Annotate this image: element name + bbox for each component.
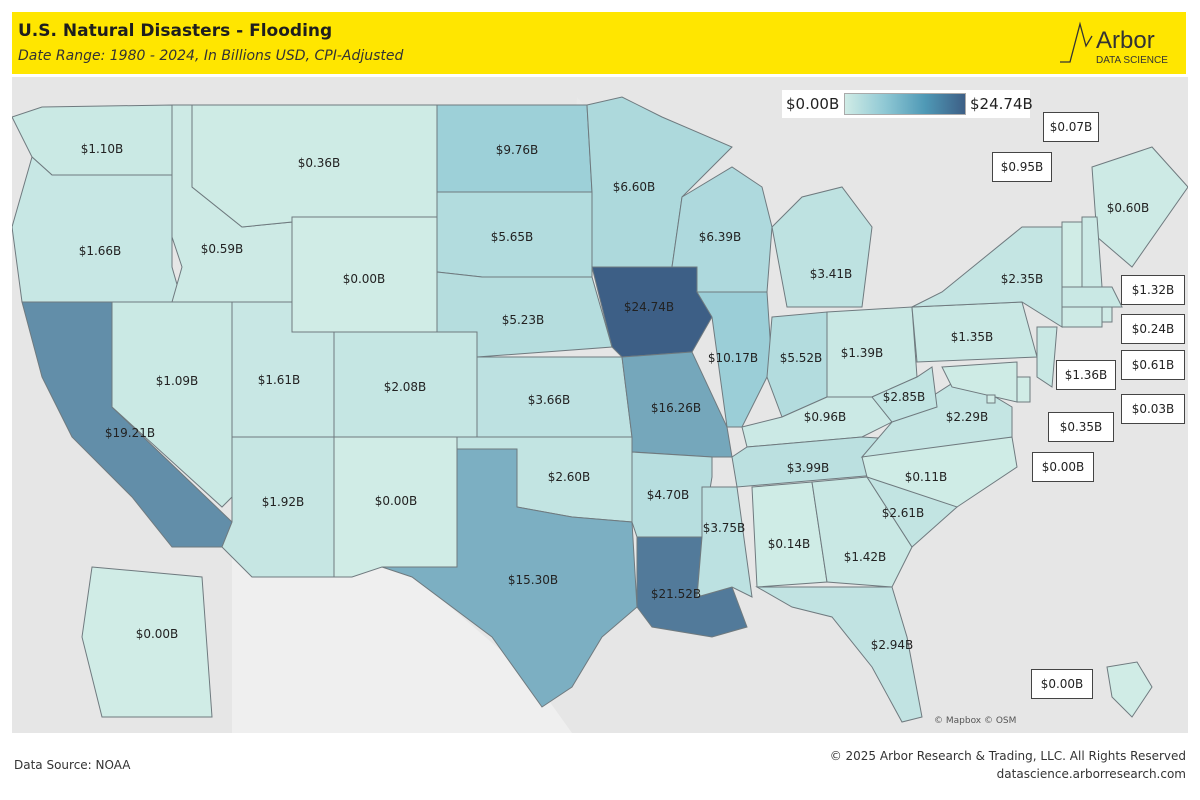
- state-label-mi: $3.41B: [809, 267, 853, 281]
- state-label-tx: $15.30B: [507, 573, 559, 587]
- callout-nj: $1.36B: [1056, 360, 1116, 390]
- state-label-la: $21.52B: [650, 587, 702, 601]
- state-label-mo: $16.26B: [650, 401, 702, 415]
- state-label-oh: $1.39B: [840, 346, 884, 360]
- state-label-il: $10.17B: [707, 351, 759, 365]
- state-label-sd: $5.65B: [490, 230, 534, 244]
- state-label-ms: $3.75B: [702, 521, 746, 535]
- state-label-va: $2.29B: [945, 410, 989, 424]
- svg-text:DATA SCIENCE: DATA SCIENCE: [1096, 55, 1168, 66]
- state-dc[interactable]: [986, 394, 996, 404]
- state-label-me: $0.60B: [1106, 201, 1150, 215]
- state-label-ne: $5.23B: [501, 313, 545, 327]
- state-label-ok: $2.60B: [547, 470, 591, 484]
- state-label-ca: $19.21B: [104, 426, 156, 440]
- callout-ct: $0.61B: [1121, 350, 1185, 380]
- callout-de: $0.03B: [1121, 394, 1185, 424]
- state-md[interactable]: [941, 361, 1018, 403]
- page-title: U.S. Natural Disasters - Flooding: [18, 21, 333, 41]
- state-label-mn: $6.60B: [612, 180, 656, 194]
- state-label-mt: $0.36B: [297, 156, 341, 170]
- state-label-wi: $6.39B: [698, 230, 742, 244]
- state-label-al: $0.14B: [767, 537, 811, 551]
- page-subtitle: Date Range: 1980 - 2024, In Billions USD…: [18, 48, 404, 64]
- state-label-wy: $0.00B: [342, 272, 386, 286]
- state-label-nv: $1.09B: [155, 374, 199, 388]
- legend-max-label: $24.74B: [970, 95, 1033, 113]
- state-label-nd: $9.76B: [495, 143, 539, 157]
- state-ma[interactable]: [1061, 286, 1123, 308]
- state-label-pa: $1.35B: [950, 330, 994, 344]
- state-label-ia: $24.74B: [623, 300, 675, 314]
- state-ct[interactable]: [1061, 306, 1103, 328]
- state-or[interactable]: [12, 156, 183, 303]
- choropleth-map[interactable]: $1.10B $1.66B $19.21B $0.59B $1.09B $0.36B $0.…: [12, 77, 1188, 733]
- state-label-ak: $0.00B: [135, 627, 179, 641]
- callout-vt: $0.07B: [1043, 112, 1099, 142]
- svg-text:Arbor: Arbor: [1096, 27, 1155, 54]
- state-label-tn: $3.99B: [786, 461, 830, 475]
- state-label-wv: $2.85B: [882, 390, 926, 404]
- state-mi[interactable]: [771, 186, 873, 308]
- state-ne[interactable]: [436, 271, 613, 358]
- state-vt[interactable]: [1061, 221, 1083, 288]
- state-de[interactable]: [1016, 376, 1031, 403]
- state-tx[interactable]: [381, 448, 638, 708]
- state-label-in: $5.52B: [779, 351, 823, 365]
- state-fl[interactable]: [755, 586, 923, 723]
- state-label-co: $2.08B: [383, 380, 427, 394]
- header-banner: U.S. Natural Disasters - Flooding Date R…: [12, 12, 1186, 74]
- legend-min-label: $0.00B: [786, 95, 840, 113]
- callout-md: $0.35B: [1048, 412, 1114, 442]
- map-attribution: © Mapbox © OSM: [934, 716, 1017, 726]
- state-label-az: $1.92B: [261, 495, 305, 509]
- state-label-ky: $0.96B: [803, 410, 847, 424]
- state-hi[interactable]: [1106, 661, 1153, 718]
- state-label-nm: $0.00B: [374, 494, 418, 508]
- state-label-id: $0.59B: [200, 242, 244, 256]
- state-mo[interactable]: [621, 351, 733, 458]
- state-ri[interactable]: [1101, 306, 1113, 323]
- site-url[interactable]: datascience.arborresearch.com: [996, 767, 1186, 781]
- state-ga[interactable]: [811, 476, 913, 588]
- state-label-ut: $1.61B: [257, 373, 301, 387]
- data-source: Data Source: NOAA: [14, 758, 131, 772]
- state-label-ar: $4.70B: [646, 488, 690, 502]
- legend-gradient: [844, 93, 966, 115]
- state-nv[interactable]: [111, 301, 233, 508]
- state-wv[interactable]: [871, 366, 938, 423]
- state-label-ny: $2.35B: [1000, 272, 1044, 286]
- states-layer: [12, 96, 1188, 723]
- state-nj[interactable]: [1036, 326, 1058, 388]
- color-legend: $0.00B $24.74B: [782, 90, 1033, 118]
- callout-ma: $1.32B: [1121, 275, 1185, 305]
- callout-nh: $0.95B: [992, 152, 1052, 182]
- state-ms[interactable]: [696, 486, 753, 598]
- state-ak[interactable]: [81, 566, 213, 718]
- state-label-or: $1.66B: [78, 244, 122, 258]
- state-label-ks: $3.66B: [527, 393, 571, 407]
- arbor-logo: Arbor DATA SCIENCE: [1060, 21, 1168, 66]
- state-label-ga: $1.42B: [843, 550, 887, 564]
- callout-ri: $0.24B: [1121, 314, 1185, 344]
- state-label-fl: $2.94B: [870, 638, 914, 652]
- state-label-wa: $1.10B: [80, 142, 124, 156]
- callout-hi: $0.00B: [1031, 669, 1093, 699]
- copyright-text: © 2025 Arbor Research & Trading, LLC. Al…: [829, 749, 1186, 763]
- state-label-nc: $0.11B: [904, 470, 948, 484]
- callout-dc: $0.00B: [1032, 452, 1094, 482]
- state-label-sc: $2.61B: [881, 506, 925, 520]
